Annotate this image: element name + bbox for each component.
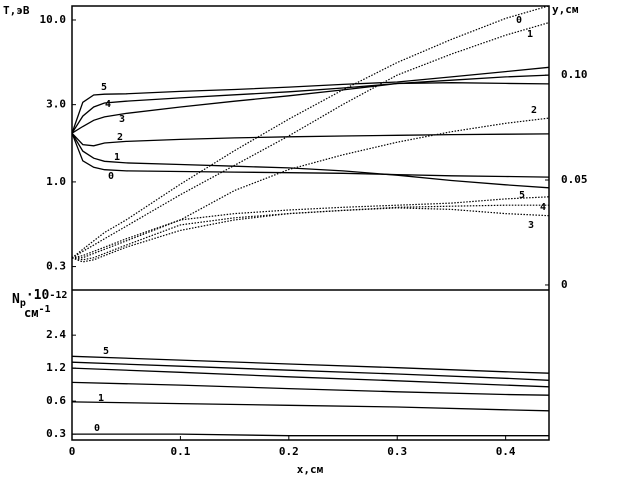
y-axis-label-part: -12: [49, 290, 67, 301]
y-axis-label: Np·10-12: [12, 288, 67, 310]
series-line: [71, 196, 550, 259]
series-label: 0: [94, 423, 100, 434]
y-tick-label: 0.3: [46, 260, 66, 273]
series-label: 4: [540, 202, 546, 213]
series-label: 3: [528, 220, 534, 231]
y-tick-label: 1.0: [46, 175, 66, 188]
y-tick-label: 3.0: [46, 98, 66, 111]
series-line: [71, 355, 550, 374]
y-axis-unit-part: -1: [38, 304, 50, 315]
series-line: [72, 433, 549, 437]
plot-frame: [71, 5, 550, 441]
y-axis-label: T,эВ: [3, 4, 30, 17]
series-line: [71, 82, 550, 134]
series-label: 5: [101, 82, 107, 93]
y2-tick-label: 0.05: [561, 173, 588, 186]
x-axis-label: x,см: [297, 463, 324, 476]
series-line: [71, 22, 550, 259]
y-axis-unit: см-1: [24, 304, 51, 320]
series-label: 2: [117, 132, 123, 143]
series-line: [71, 66, 550, 134]
y2-axis-label: y,см: [552, 3, 579, 16]
y-axis-unit-part: см: [24, 306, 38, 320]
y-tick-label: 10.0: [40, 13, 67, 26]
y-tick-label: 1.2: [46, 361, 66, 374]
series-label: 1: [527, 29, 533, 40]
y-axis-label-part: ·10: [26, 288, 50, 303]
series-line: [71, 401, 550, 412]
series-label: 4: [105, 99, 111, 110]
y2-tick-label: 0: [561, 278, 568, 291]
series-line: [71, 367, 550, 388]
y-axis-label-part: N: [12, 292, 20, 307]
series-label: 0: [516, 15, 522, 26]
y-tick-label: 2.4: [46, 328, 66, 341]
series-label: 5: [519, 190, 525, 201]
series-line: [71, 204, 549, 261]
series-label: 2: [531, 105, 537, 116]
series-line: [71, 117, 550, 259]
y-tick-label: 0.6: [46, 394, 66, 407]
series-line: [71, 207, 550, 263]
series-label: 0: [108, 171, 114, 182]
x-tick-label: 0: [69, 445, 76, 458]
y2-tick-label: 0.10: [561, 68, 588, 81]
series-line: [71, 381, 550, 396]
series-label: 3: [119, 114, 125, 125]
y-axis-label-part: p: [20, 298, 26, 309]
x-tick-label: 0.2: [279, 445, 299, 458]
series-line: [71, 361, 550, 381]
series-line: [71, 74, 550, 134]
x-tick-label: 0.1: [170, 445, 190, 458]
y-tick-label: 0.3: [46, 427, 66, 440]
x-tick-label: 0.3: [387, 445, 407, 458]
series-line: [71, 5, 550, 259]
series-line: [71, 132, 550, 189]
x-tick-label: 0.4: [496, 445, 516, 458]
series-label: 5: [103, 346, 109, 357]
series-line: [71, 132, 550, 147]
series-line: [71, 132, 550, 178]
series-label: 1: [98, 393, 104, 404]
series-label: 1: [114, 152, 120, 163]
